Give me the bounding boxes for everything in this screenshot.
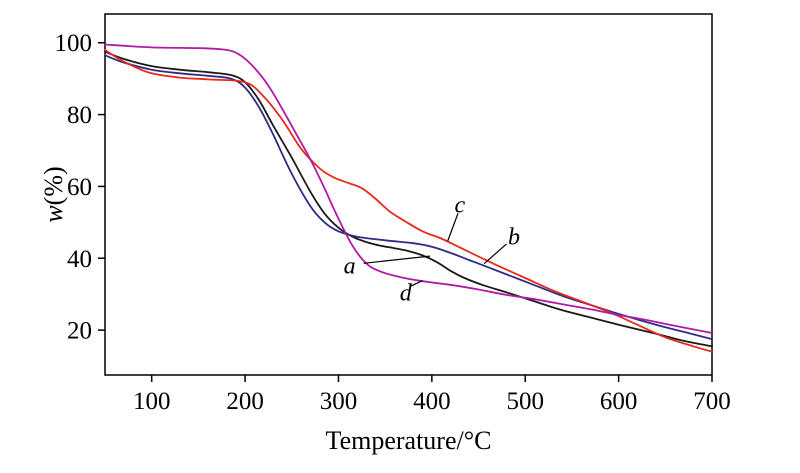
plot-frame — [104, 13, 713, 376]
x-tick-label: 700 — [693, 388, 731, 415]
curve-label-d: d — [400, 280, 413, 306]
x-tick-label: 500 — [506, 388, 544, 415]
y-tick-label: 80 — [67, 102, 92, 129]
x-tick-label: 200 — [226, 388, 264, 415]
leader-line-d — [411, 279, 423, 287]
curve-label-c: c — [455, 192, 466, 218]
curve-d — [104, 43, 713, 334]
curve-label-a: a — [344, 253, 356, 279]
curve-c — [104, 49, 713, 353]
x-tick-label: 400 — [413, 388, 451, 415]
y-tick-label: 40 — [67, 246, 92, 273]
leader-line-a — [363, 255, 431, 264]
y-axis-label-unit: (%) — [39, 166, 68, 205]
x-tick-label: 100 — [133, 388, 171, 415]
y-tick-label: 60 — [67, 174, 92, 201]
y-tick-label: 100 — [55, 30, 93, 57]
y-axis-label: w(%) — [39, 166, 68, 222]
x-axis-label: Temperature/°C — [326, 426, 492, 455]
curve-label-b: b — [508, 225, 520, 251]
leader-line-b — [483, 243, 507, 265]
curve-b — [104, 54, 713, 340]
y-axis-label-symbol: w — [39, 205, 68, 223]
x-tick-label: 600 — [600, 388, 638, 415]
x-tick-label: 300 — [320, 388, 358, 415]
y-tick-label: 20 — [67, 318, 92, 345]
leader-line-c — [447, 213, 459, 242]
curve-a — [104, 50, 713, 348]
